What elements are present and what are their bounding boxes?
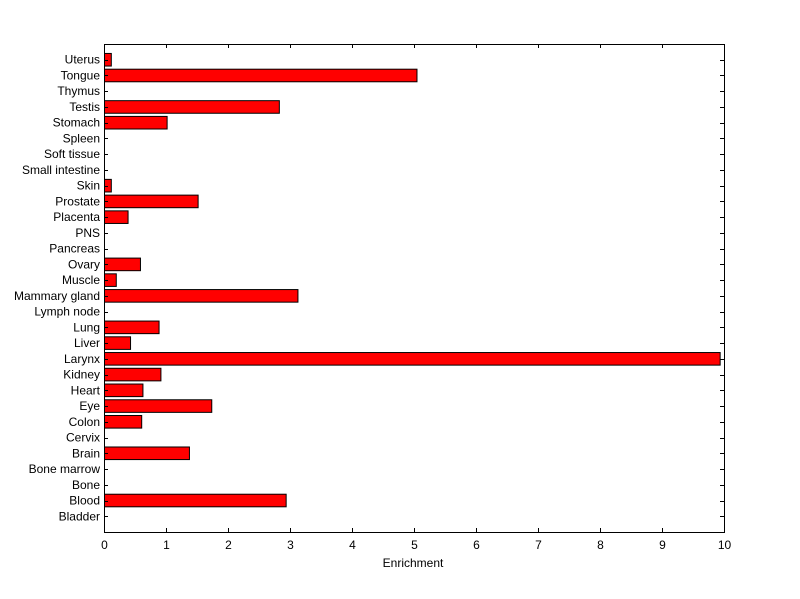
y-tick-label-pancreas: Pancreas	[49, 242, 100, 256]
y-tick-label-tongue: Tongue	[61, 69, 101, 83]
y-tick-label-thymus: Thymus	[57, 84, 100, 98]
y-tick-label-small-intestine: Small intestine	[22, 163, 100, 177]
bar-colon	[104, 415, 143, 429]
y-tick-label-ovary: Ovary	[68, 257, 100, 271]
y-tick-label-pns: PNS	[75, 226, 100, 240]
bar-blood	[104, 493, 287, 508]
x-tick-label-1: 1	[163, 538, 170, 552]
x-tick-label-8: 8	[597, 538, 604, 552]
x-tick-label-5: 5	[411, 538, 418, 552]
y-tick-label-blood: Blood	[69, 494, 100, 508]
x-axis-title: Enrichment	[383, 556, 444, 570]
bar-uterus	[104, 52, 112, 67]
bar-eye	[104, 399, 213, 413]
x-tick-label-2: 2	[225, 538, 232, 552]
y-tick-label-kidney: Kidney	[63, 368, 100, 382]
bar-lung	[104, 320, 160, 335]
y-tick-label-placenta: Placenta	[53, 210, 100, 224]
bar-larynx	[104, 352, 721, 366]
x-tick-label-7: 7	[535, 538, 542, 552]
bar-testis	[104, 100, 280, 114]
y-tick-label-larynx: Larynx	[64, 352, 100, 366]
y-tick-label-mammary-gland: Mammary gland	[14, 289, 100, 303]
x-tick-label-0: 0	[101, 538, 108, 552]
bar-brain	[104, 446, 190, 461]
y-tick-label-testis: Testis	[69, 100, 100, 114]
y-tick-label-prostate: Prostate	[55, 194, 100, 208]
plot-frame	[104, 44, 725, 533]
ticks-group	[104, 44, 725, 532]
y-tick-label-muscle: Muscle	[62, 273, 100, 287]
bar-stomach	[104, 115, 168, 130]
y-tick-label-bone-marrow: Bone marrow	[29, 462, 101, 476]
y-tick-label-heart: Heart	[71, 383, 101, 397]
y-tick-label-lung: Lung	[73, 320, 100, 334]
bar-kidney	[104, 367, 162, 382]
bar-skin	[104, 178, 112, 193]
y-tick-label-cervix: Cervix	[66, 431, 100, 445]
y-tick-label-uterus: Uterus	[65, 53, 100, 67]
y-tick-label-bone: Bone	[72, 478, 100, 492]
y-tick-label-soft-tissue: Soft tissue	[44, 147, 100, 161]
bar-placenta	[104, 210, 129, 224]
bar-liver	[104, 336, 132, 350]
y-tick-label-eye: Eye	[79, 399, 100, 413]
bar-prostate	[104, 194, 199, 209]
x-tick-label-3: 3	[287, 538, 294, 552]
bar-mammary-gland	[104, 289, 299, 303]
y-tick-label-liver: Liver	[74, 336, 100, 350]
y-tick-label-stomach: Stomach	[53, 116, 100, 130]
x-tick-label-10: 10	[718, 538, 732, 552]
bars-group	[104, 52, 721, 508]
y-tick-label-bladder: Bladder	[59, 509, 100, 523]
x-tick-label-6: 6	[473, 538, 480, 552]
x-tick-labels: 0 1 2 3 4 5 6 7 8 9 10	[101, 538, 731, 552]
bar-heart	[104, 383, 144, 398]
y-tick-label-lymph-node: Lymph node	[34, 305, 100, 319]
y-tick-label-colon: Colon	[69, 415, 100, 429]
bar-ovary	[104, 257, 141, 272]
y-tick-label-brain: Brain	[72, 446, 100, 460]
y-tick-label-skin: Skin	[77, 179, 100, 193]
x-tick-label-4: 4	[349, 538, 356, 552]
x-tick-label-9: 9	[659, 538, 666, 552]
bar-tongue	[104, 68, 418, 83]
y-tick-label-spleen: Spleen	[63, 132, 100, 146]
